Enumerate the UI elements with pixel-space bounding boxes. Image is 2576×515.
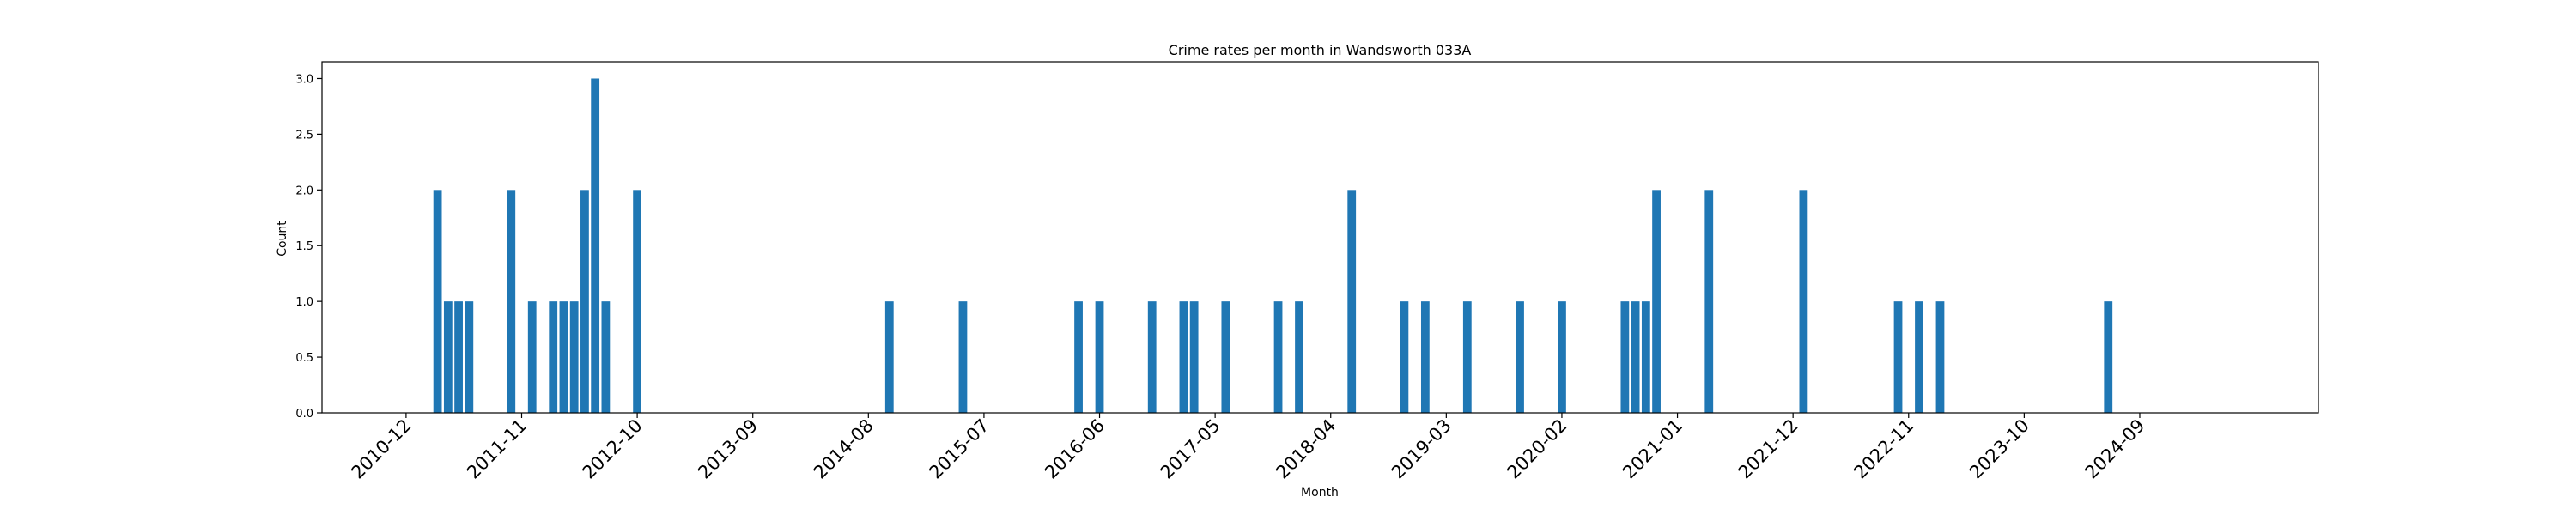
bar-2019-05 (1462, 301, 1472, 413)
bar-2021-04 (1704, 190, 1714, 413)
bar-2011-12 (527, 301, 537, 413)
y-tick-label: 1.0 (295, 296, 313, 309)
bar-2024-06 (2104, 301, 2113, 413)
bar-2012-07 (601, 301, 611, 413)
y-tick-label: 0.5 (295, 352, 313, 365)
x-tick-label: 2024-09 (2081, 415, 2148, 483)
y-tick-label: 0.0 (295, 408, 313, 421)
bar-2017-03 (1189, 301, 1199, 413)
bar-2022-10 (1893, 301, 1903, 413)
x-tick-label: 2010-12 (347, 415, 415, 483)
x-tick-label: 2018-04 (1272, 415, 1340, 483)
bar-2012-06 (591, 78, 600, 413)
x-tick-label: 2021-01 (1619, 415, 1686, 483)
bar-2017-02 (1179, 301, 1188, 413)
y-tick-label: 2.0 (295, 185, 313, 197)
x-tick-label: 2016-06 (1041, 415, 1109, 483)
x-tick-label: 2019-03 (1388, 415, 1455, 483)
bar-2018-06 (1347, 190, 1357, 413)
bar-2012-02 (549, 301, 558, 413)
bar-2016-06 (1095, 301, 1104, 413)
bar-2020-11 (1652, 190, 1661, 413)
bar-2019-10 (1516, 301, 1524, 413)
bar-2020-10 (1641, 301, 1650, 413)
x-tick-label: 2021-12 (1735, 415, 1802, 483)
bar-2016-11 (1147, 301, 1157, 413)
y-tick-label: 1.5 (295, 240, 313, 253)
x-tick-label: 2014-08 (810, 415, 878, 483)
bar-2012-04 (569, 301, 579, 413)
bar-2012-03 (559, 301, 568, 413)
x-tick-label: 2020-02 (1503, 415, 1571, 483)
x-tick-label: 2012-10 (579, 415, 647, 483)
bars-group (433, 78, 2113, 413)
x-tick-label: 2022-11 (1850, 415, 1917, 483)
bar-2016-04 (1074, 301, 1083, 413)
bar-2014-10 (884, 301, 894, 413)
bar-2018-01 (1295, 301, 1303, 413)
bar-2017-11 (1273, 301, 1283, 413)
bar-2011-04 (443, 301, 453, 413)
y-tick-label: 2.5 (295, 129, 313, 142)
chart-title: Crime rates per month in Wandsworth 033A (1169, 42, 1472, 58)
bar-2012-10 (633, 190, 641, 413)
x-axis-label: Month (1301, 486, 1339, 500)
x-tick-label: 2013-09 (694, 415, 762, 483)
bar-2017-06 (1221, 301, 1230, 413)
bar-2018-11 (1400, 301, 1409, 413)
x-tick-label: 2023-10 (1965, 415, 2033, 483)
y-tick-label: 3.0 (295, 73, 313, 86)
bar-2011-10 (507, 190, 516, 413)
y-axis: 0.0 0.5 1.0 1.5 2.0 2.5 3.0 (295, 73, 322, 421)
bar-2020-08 (1620, 301, 1630, 413)
x-axis: 2010-12 2011-11 2012-10 2013-09 2014-08 2015-… (347, 413, 2149, 483)
x-tick-label: 2011-11 (463, 415, 531, 483)
bar-2022-12 (1915, 301, 1923, 413)
bar-2019-01 (1420, 301, 1430, 413)
bar-2011-06 (465, 301, 474, 413)
bar-2015-05 (958, 301, 968, 413)
bar-2023-02 (1935, 301, 1945, 413)
y-axis-label: Count (276, 221, 289, 257)
x-tick-label: 2017-05 (1157, 415, 1224, 483)
bar-2011-03 (433, 190, 442, 413)
bar-2020-09 (1631, 301, 1640, 413)
plot-frame (321, 61, 2319, 414)
bar-2012-05 (580, 190, 589, 413)
x-tick-label: 2015-07 (925, 415, 993, 483)
bar-2020-02 (1558, 301, 1566, 413)
bar-2022-01 (1799, 190, 1808, 413)
bar-2011-05 (454, 301, 463, 413)
